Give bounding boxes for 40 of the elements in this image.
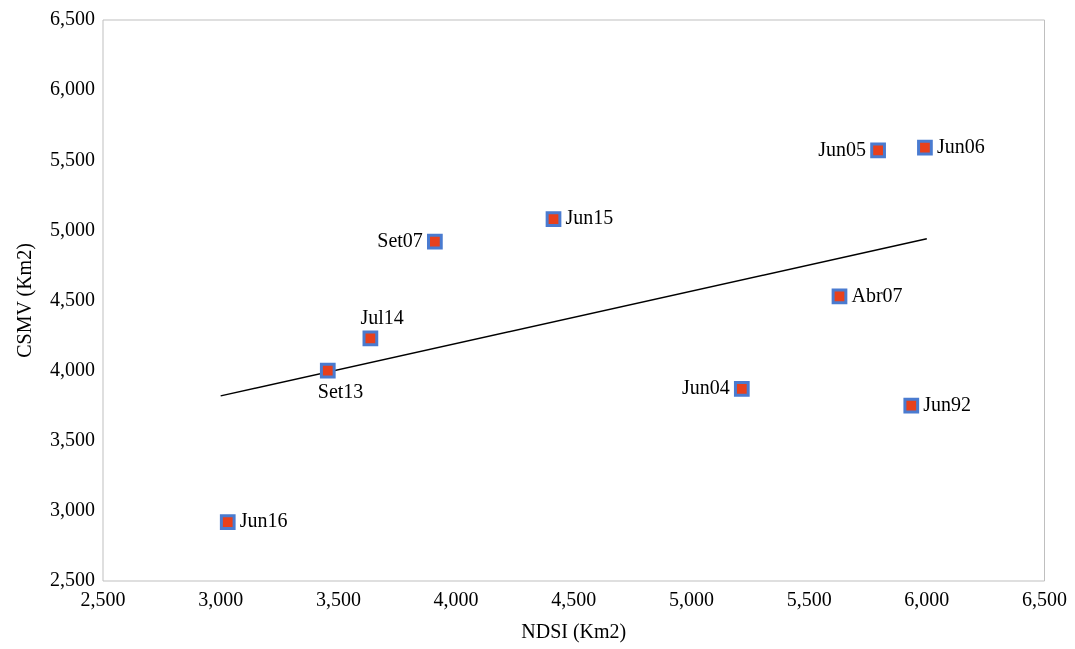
annotation: Abr07 [851, 283, 903, 306]
point [362, 330, 379, 347]
annotation: Jun06 [936, 134, 985, 157]
annotation: Jun15 [565, 206, 614, 229]
annotation: Jun92 [923, 392, 972, 415]
x-tick-label: 5,000 [668, 588, 714, 611]
y-tick-label: 6,000 [50, 77, 95, 100]
annotation: Jun04 [682, 376, 730, 399]
point [319, 362, 336, 379]
x-axis-title: NDSI (Km2) [521, 620, 627, 644]
y-tick-label: 4,500 [50, 287, 95, 310]
y-tick-label: 5,000 [50, 217, 95, 240]
y-axis-title: CSMV (Km2) [13, 243, 37, 358]
x-tick-label: 6,000 [904, 588, 950, 611]
annotation: Jun16 [239, 509, 288, 532]
annotation: Jun05 [818, 137, 867, 160]
y-tick-label: 3,500 [50, 428, 95, 450]
x-tick-label: 2,500 [80, 588, 126, 611]
x-tick-label: 6,500 [1022, 588, 1067, 611]
y-tick-label: 6,500 [50, 7, 95, 30]
y-tick-label: 5,500 [50, 147, 95, 170]
point [917, 139, 933, 156]
point [733, 380, 750, 397]
annotation: Set07 [377, 228, 423, 251]
annotation: Set13 [317, 379, 364, 402]
annotation: Jul14 [360, 305, 404, 328]
x-tick-label: 3,500 [315, 588, 361, 611]
x-tick-label: 3,000 [198, 588, 244, 611]
point [219, 514, 236, 530]
x-tick-label: 4,500 [551, 588, 597, 611]
point [427, 233, 443, 250]
y-tick-label: 2,500 [50, 568, 95, 591]
point [545, 211, 562, 228]
x-tick-label: 5,500 [786, 588, 832, 611]
point [831, 288, 848, 305]
point [903, 397, 920, 414]
point [870, 142, 886, 159]
y-tick-label: 3,000 [50, 498, 95, 521]
y-tick-label: 4,000 [50, 357, 95, 380]
x-tick-label: 4,000 [433, 588, 479, 611]
